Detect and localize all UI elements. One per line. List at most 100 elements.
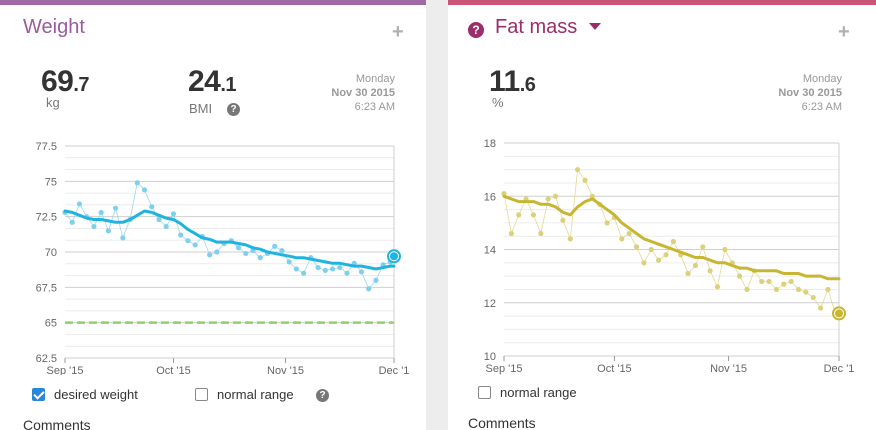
weight-unit: kg [46, 95, 60, 110]
x-tick-label: Nov '15 [267, 365, 304, 375]
measurement-point [286, 259, 292, 265]
measurement-point [633, 244, 640, 250]
fat-mass-add-button[interactable]: + [838, 21, 850, 43]
measurement-point [619, 236, 625, 242]
weight-add-button[interactable]: + [392, 21, 404, 43]
measurement-point [788, 278, 794, 285]
trend-line [502, 194, 841, 281]
measurement-point [373, 277, 379, 283]
bmi-help-icon[interactable]: ? [227, 103, 240, 116]
x-tick-label: Oct '15 [156, 365, 191, 375]
desired-weight-label: desired weight [54, 387, 138, 402]
weight-card: Weight + 69.7 kg 24.1 BMI ? Monday Nov 3… [0, 0, 426, 430]
fat-mass-date-time: 6:23 AM [801, 101, 842, 113]
weight-date-day: Monday [355, 73, 395, 85]
measurement-point [344, 270, 350, 276]
x-tick-label: Sep '15 [47, 365, 84, 375]
measurement-point [358, 269, 365, 275]
measurement-point [759, 278, 765, 285]
bmi-value-dec: .1 [220, 74, 237, 96]
fat-mass-value: 11.6 [489, 65, 536, 99]
measurement-point [538, 230, 544, 237]
fat-mass-date: Monday Nov 30 2015 6:23 AM [778, 72, 842, 114]
fat-normal-range-toggle[interactable]: normal range [478, 385, 577, 400]
measurement-point [714, 284, 721, 290]
measurement-point [178, 232, 184, 238]
y-tick-label: 14 [484, 245, 496, 257]
measurement-point [567, 236, 573, 242]
weight-value-int: 69 [41, 65, 74, 98]
measurement-point [501, 190, 507, 197]
measurement-point [163, 223, 169, 230]
measurement-point [76, 201, 83, 207]
y-tick-label: 65 [45, 318, 57, 330]
x-tick-label: Sep '15 [486, 363, 523, 375]
weight-title: Weight [23, 16, 85, 38]
measurement-point [69, 219, 75, 225]
y-tick-label: 12 [484, 298, 496, 310]
measurement-point [192, 242, 198, 248]
measurement-point [257, 255, 263, 261]
normal-range-help-icon[interactable]: ? [316, 389, 329, 402]
measurement-point [825, 286, 831, 293]
chevron-down-icon[interactable] [589, 23, 601, 30]
x-tick-label: Nov '15 [710, 363, 747, 375]
y-tick-label: 10 [484, 351, 496, 363]
weight-comments-label: Comments [23, 417, 91, 430]
measurement-point [134, 180, 140, 186]
measurement-point [207, 252, 213, 258]
desired-weight-toggle[interactable]: desired weight [32, 387, 138, 402]
measurement-point [722, 246, 728, 253]
measurement-point [545, 196, 551, 202]
y-tick-label: 70 [45, 247, 57, 259]
measurement-point [656, 257, 662, 263]
fat-mass-comments-label: Comments [468, 415, 536, 430]
measurement-point [516, 212, 522, 218]
x-tick-label: Dec '1 [824, 363, 855, 375]
fat-mass-title[interactable]: Fat mass [495, 16, 578, 38]
weight-normal-range-checkbox[interactable] [195, 388, 208, 401]
y-tick-label: 67.5 [36, 282, 57, 294]
measurement-point [773, 286, 780, 293]
weight-normal-range-toggle[interactable]: normal range [195, 387, 294, 402]
y-tick-label: 16 [484, 191, 496, 203]
bmi-label: BMI [189, 101, 213, 116]
measurement-point [810, 294, 816, 301]
measurement-point [141, 187, 148, 193]
measurement-point [817, 305, 824, 311]
latest-point [390, 252, 398, 261]
measurement-point [279, 247, 285, 254]
measurement-point [315, 264, 321, 271]
y-tick-label: 18 [484, 138, 496, 150]
measurement-point [737, 273, 743, 279]
fat-normal-range-checkbox[interactable] [478, 386, 491, 399]
measurement-point [329, 266, 336, 272]
fat-mass-date-day: Monday [802, 73, 842, 85]
measurement-point [214, 249, 220, 255]
measurement-point [803, 289, 809, 295]
weight-normal-range-label: normal range [217, 387, 294, 402]
weight-date-time: 6:23 AM [354, 101, 395, 113]
measurement-point [322, 267, 328, 273]
measurement-point [685, 270, 691, 277]
fat-mass-card: ? Fat mass + 11.6 % Monday Nov 30 2015 6… [448, 0, 876, 430]
desired-weight-checkbox[interactable] [32, 388, 45, 401]
fat-mass-help-icon[interactable]: ? [468, 22, 484, 38]
measurement-point [582, 177, 588, 183]
measurement-point [235, 245, 242, 251]
measurement-point [120, 235, 126, 241]
measurement-point [707, 268, 713, 274]
fat-mass-value-dec: .6 [519, 74, 536, 96]
fat-mass-value-int: 11 [489, 65, 520, 98]
measurement-point [105, 228, 111, 234]
measurement-point [744, 286, 750, 293]
measurement-point [530, 212, 537, 218]
measurement-point [301, 270, 307, 276]
measurement-point [508, 230, 514, 237]
y-tick-label: 77.5 [36, 141, 57, 153]
measurement-point [766, 278, 772, 285]
measurement-point [648, 246, 654, 253]
measurement-point [366, 286, 372, 292]
